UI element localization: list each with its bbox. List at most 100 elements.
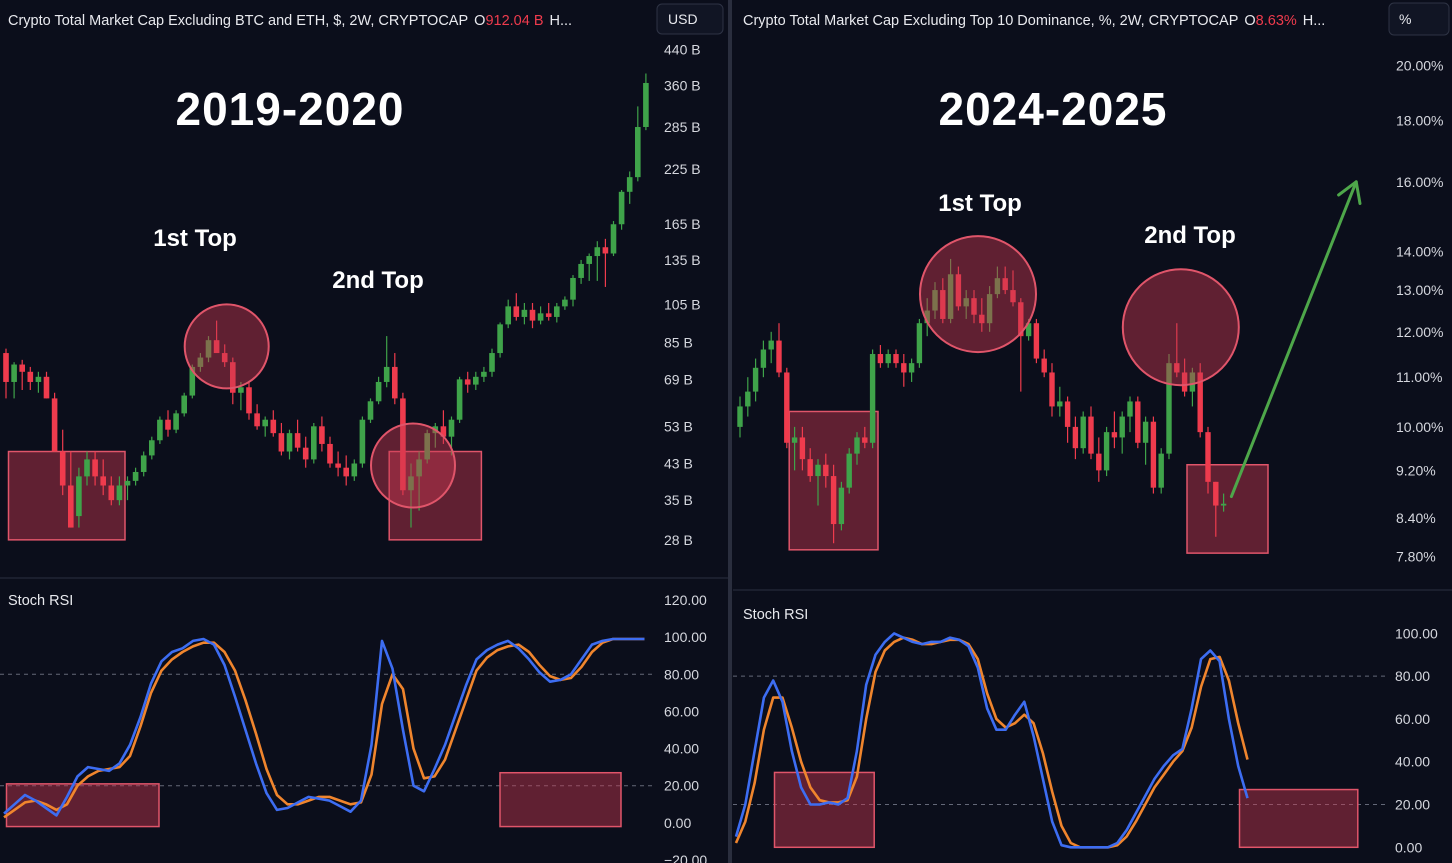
left-candle [594, 241, 601, 281]
left-stoch-marks [0, 637, 655, 828]
right-price-tick: 12.00% [1396, 324, 1443, 340]
left-candle [149, 436, 155, 460]
left-candle-body [440, 426, 447, 437]
left-stoch-tick: 60.00 [664, 703, 699, 719]
left-price-tick: 35 B [664, 492, 693, 508]
right-candle-body [1088, 416, 1094, 454]
left-candle-body [181, 395, 187, 414]
right-unit-button-label: % [1399, 11, 1411, 27]
left-period-title: 2019-2020 [176, 83, 405, 135]
left-candle-body [68, 485, 74, 528]
right-candle [901, 354, 907, 387]
left-price-tick: 285 B [664, 119, 701, 135]
right-stoch-tick: 60.00 [1395, 711, 1430, 727]
left-candle-body [424, 433, 430, 460]
right-price-tick: 13.00% [1396, 282, 1443, 298]
right-candle-body [768, 340, 774, 350]
right-candle-body [776, 340, 782, 373]
right-stoch-axis: 100.00 80.00 60.00 40.00 20.00 0.00 [1395, 625, 1438, 855]
left-candle-body [554, 306, 560, 317]
left-candle [408, 463, 414, 528]
left-candle-body [294, 433, 301, 448]
right-candle-body [854, 437, 860, 454]
right-second-top-label: 2nd Top [1144, 222, 1236, 249]
left-candle-body [116, 485, 123, 501]
left-candle-body [319, 426, 325, 444]
right-price-tick: 8.40% [1396, 510, 1436, 526]
right-candle-body [1142, 421, 1149, 443]
right-unit-button[interactable] [1388, 2, 1450, 36]
left-candle [375, 376, 382, 405]
right-price-tick: 10.00% [1396, 419, 1443, 435]
left-candle [84, 451, 90, 486]
right-candle-body [799, 437, 806, 460]
right-price-tick: 18.00% [1396, 112, 1443, 128]
right-candle-body [791, 437, 798, 443]
left-candle-body [359, 419, 366, 464]
left-candle-body [140, 455, 147, 472]
right-candle-body [1111, 432, 1118, 438]
left-top-circle-2 [370, 422, 456, 509]
left-chart-header: Crypto Total Market Cap Excluding BTC an… [8, 13, 572, 29]
left-stoch-tick: 0.00 [664, 815, 691, 831]
right-candle-body [901, 363, 907, 373]
left-candle [76, 467, 82, 528]
left-candle-body [626, 177, 633, 192]
left-candle-body [205, 340, 212, 358]
left-candle-body [254, 413, 260, 427]
left-candle-body [643, 82, 649, 128]
left-candle-body [562, 299, 568, 307]
left-candle [416, 451, 422, 511]
right-candle-body [893, 354, 899, 364]
left-candle [626, 171, 633, 204]
left-candle-body [464, 379, 471, 385]
right-candle [838, 481, 845, 531]
left-candle [367, 398, 374, 423]
right-candle [979, 298, 985, 332]
left-candle [521, 302, 528, 325]
left-candle [230, 357, 236, 405]
left-candle [116, 476, 123, 506]
right-candle-body [1213, 481, 1219, 506]
left-candle [424, 429, 430, 464]
right-candle-body [1072, 426, 1079, 449]
projection-arrow [1229, 180, 1362, 499]
left-price-tick: 28 B [664, 532, 693, 548]
right-candle [752, 358, 759, 402]
right-candle [776, 323, 782, 378]
left-candle-body [481, 371, 487, 377]
left-candle [586, 253, 592, 281]
left-candle-body [270, 419, 277, 434]
right-candle-body [1127, 401, 1133, 417]
left-candle [618, 190, 625, 230]
left-candle [213, 320, 220, 354]
right-candle [908, 358, 915, 382]
left-candle-body [149, 440, 155, 456]
right-candle [963, 290, 969, 319]
left-candle [464, 371, 471, 393]
right-candle [1158, 448, 1164, 494]
left-candle-body [238, 387, 244, 393]
right-candle [1080, 411, 1086, 454]
left-candle-body [262, 419, 268, 427]
right-candle-body [1158, 453, 1164, 488]
left-currency-button[interactable] [656, 3, 724, 35]
right-candle-body [1080, 416, 1086, 449]
left-candle-body [230, 362, 236, 393]
left-candle [570, 275, 576, 307]
right-candle-body [1057, 401, 1063, 407]
left-candle-body [27, 371, 34, 382]
left-price-tick: 69 B [664, 371, 693, 387]
right-candle [737, 396, 743, 438]
right-price-tick: 11.00% [1396, 369, 1442, 385]
left-candle [3, 348, 9, 399]
right-candle [893, 349, 899, 368]
right-candle-body [963, 298, 969, 307]
left-candle [27, 366, 34, 390]
left-candle-body [505, 306, 511, 325]
left-candle-body [610, 224, 617, 254]
left-candle-body [537, 313, 544, 321]
left-stoch-box-1 [5, 783, 160, 828]
right-candle [1213, 481, 1219, 537]
